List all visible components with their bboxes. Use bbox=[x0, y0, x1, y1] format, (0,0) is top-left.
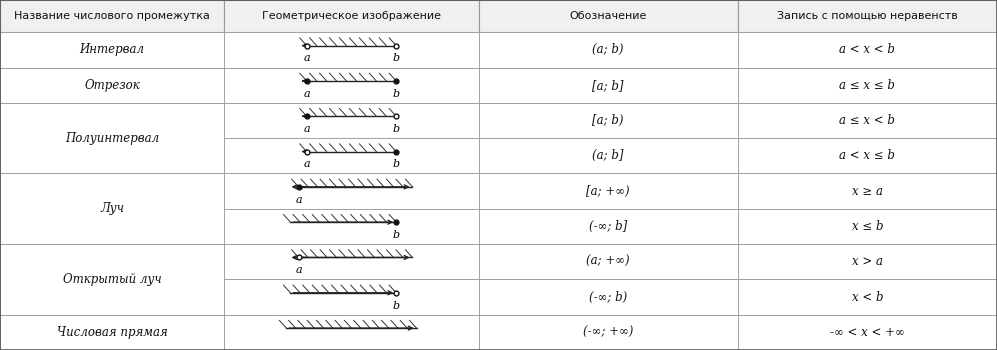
Text: b: b bbox=[393, 124, 400, 134]
Bar bbox=[224, 103, 479, 138]
Bar bbox=[0, 0, 224, 32]
Text: a: a bbox=[303, 54, 310, 63]
Bar bbox=[0, 103, 224, 174]
Bar bbox=[0, 315, 224, 350]
Text: Запись с помощью неравенств: Запись с помощью неравенств bbox=[777, 11, 958, 21]
Bar bbox=[224, 68, 479, 103]
Bar bbox=[479, 209, 738, 244]
Text: b: b bbox=[393, 89, 400, 99]
Text: x ≥ a: x ≥ a bbox=[851, 184, 883, 198]
Bar bbox=[479, 244, 738, 279]
Bar bbox=[738, 209, 997, 244]
Bar bbox=[479, 279, 738, 315]
Text: Отрезок: Отрезок bbox=[85, 79, 140, 92]
Text: Интервал: Интервал bbox=[80, 43, 145, 56]
Bar bbox=[224, 209, 479, 244]
Text: Полуинтервал: Полуинтервал bbox=[65, 132, 160, 145]
Text: x ≤ b: x ≤ b bbox=[851, 220, 883, 233]
Text: a: a bbox=[295, 265, 302, 275]
Bar bbox=[738, 244, 997, 279]
Text: a: a bbox=[303, 124, 310, 134]
Bar bbox=[738, 138, 997, 174]
Text: (a; b]: (a; b] bbox=[592, 149, 624, 162]
Text: (a; +∞): (a; +∞) bbox=[586, 255, 630, 268]
Text: a ≤ x ≤ b: a ≤ x ≤ b bbox=[839, 79, 895, 92]
Bar bbox=[479, 68, 738, 103]
Text: a < x < b: a < x < b bbox=[839, 43, 895, 56]
Bar bbox=[738, 174, 997, 209]
Text: a: a bbox=[303, 159, 310, 169]
Bar bbox=[738, 68, 997, 103]
Bar bbox=[0, 68, 224, 103]
Text: [a; b): [a; b) bbox=[592, 114, 624, 127]
Text: x < b: x < b bbox=[851, 290, 883, 303]
Text: a: a bbox=[295, 195, 302, 205]
Text: -∞ < x < +∞: -∞ < x < +∞ bbox=[831, 326, 904, 339]
Bar bbox=[0, 174, 224, 244]
Text: Обозначение: Обозначение bbox=[569, 11, 647, 21]
Bar bbox=[479, 174, 738, 209]
Text: (-∞; b]: (-∞; b] bbox=[589, 220, 627, 233]
Text: a: a bbox=[303, 89, 310, 99]
Text: b: b bbox=[393, 159, 400, 169]
Text: a < x ≤ b: a < x ≤ b bbox=[839, 149, 895, 162]
Text: a ≤ x < b: a ≤ x < b bbox=[839, 114, 895, 127]
Text: Название числового промежутка: Название числового промежутка bbox=[14, 11, 210, 21]
Bar bbox=[479, 103, 738, 138]
Bar bbox=[479, 0, 738, 32]
Bar bbox=[738, 279, 997, 315]
Bar bbox=[224, 0, 479, 32]
Bar bbox=[0, 244, 224, 315]
Text: (-∞; +∞): (-∞; +∞) bbox=[583, 326, 633, 339]
Bar bbox=[0, 32, 224, 68]
Text: x > a: x > a bbox=[851, 255, 883, 268]
Bar bbox=[224, 32, 479, 68]
Bar bbox=[738, 32, 997, 68]
Text: Луч: Луч bbox=[101, 202, 124, 215]
Text: [a; b]: [a; b] bbox=[592, 79, 624, 92]
Bar bbox=[479, 32, 738, 68]
Bar bbox=[224, 279, 479, 315]
Bar bbox=[479, 138, 738, 174]
Bar bbox=[224, 138, 479, 174]
Bar bbox=[224, 315, 479, 350]
Bar bbox=[738, 315, 997, 350]
Text: [a; +∞): [a; +∞) bbox=[586, 184, 630, 198]
Text: b: b bbox=[393, 301, 400, 310]
Text: b: b bbox=[393, 54, 400, 63]
Text: Открытый луч: Открытый луч bbox=[63, 273, 162, 286]
Bar bbox=[224, 244, 479, 279]
Text: (-∞; b): (-∞; b) bbox=[589, 290, 627, 303]
Bar bbox=[479, 315, 738, 350]
Bar bbox=[738, 0, 997, 32]
Bar bbox=[224, 174, 479, 209]
Bar bbox=[738, 103, 997, 138]
Text: (a; b): (a; b) bbox=[592, 43, 624, 56]
Text: Геометрическое изображение: Геометрическое изображение bbox=[262, 11, 441, 21]
Text: Числовая прямая: Числовая прямая bbox=[57, 326, 167, 339]
Text: b: b bbox=[393, 230, 400, 240]
